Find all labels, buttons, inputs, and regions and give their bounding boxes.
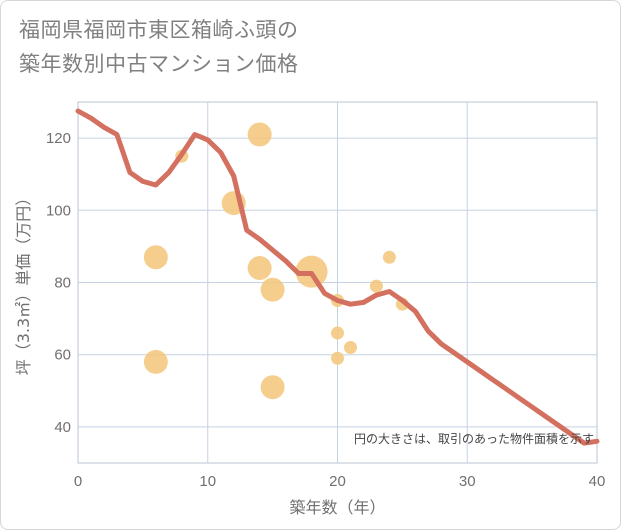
x-axis-label: 築年数（年） — [289, 498, 385, 517]
y-tick-label: 80 — [54, 275, 71, 292]
y-axis-label: 坪（3.3㎡）単価（万円） — [14, 190, 33, 375]
bubble-point — [331, 326, 344, 340]
bubble-point — [260, 277, 285, 302]
bubble-size-note: 円の大きさは、取引のあった物件面積を示す — [354, 431, 594, 446]
bubble-point — [260, 375, 285, 400]
bubble-point — [143, 245, 168, 270]
x-tick-label: 40 — [589, 473, 606, 490]
chart-title-line2: 築年数別中古マンション価格 — [19, 52, 299, 76]
chart-title: 福岡県福岡市東区箱崎ふ頭の 築年数別中古マンション価格 — [19, 13, 609, 81]
y-tick-label: 120 — [46, 130, 71, 147]
bubble-point — [369, 279, 383, 293]
x-tick-label: 30 — [459, 473, 476, 490]
y-tick-label: 60 — [54, 347, 71, 364]
x-tick-label: 20 — [329, 473, 346, 490]
y-tick-label: 40 — [54, 419, 71, 436]
bubble-point — [247, 256, 272, 281]
axis-ticks: 0 10 20 30 40 40 60 80 100 120 — [46, 130, 605, 490]
bubble-point — [331, 351, 344, 365]
trend-line-series — [75, 108, 600, 446]
y-tick-label: 100 — [46, 202, 71, 219]
x-tick-label: 0 — [74, 473, 82, 490]
bubble-point — [382, 250, 396, 264]
x-tick-label: 10 — [199, 473, 216, 490]
chart-title-line1: 福岡県福岡市東区箱崎ふ頭の — [19, 18, 299, 42]
bubble-point — [343, 340, 357, 354]
trend-line — [75, 108, 600, 446]
bubble-point — [143, 349, 168, 374]
grid-lines — [78, 102, 597, 463]
bubble-point — [247, 122, 272, 147]
